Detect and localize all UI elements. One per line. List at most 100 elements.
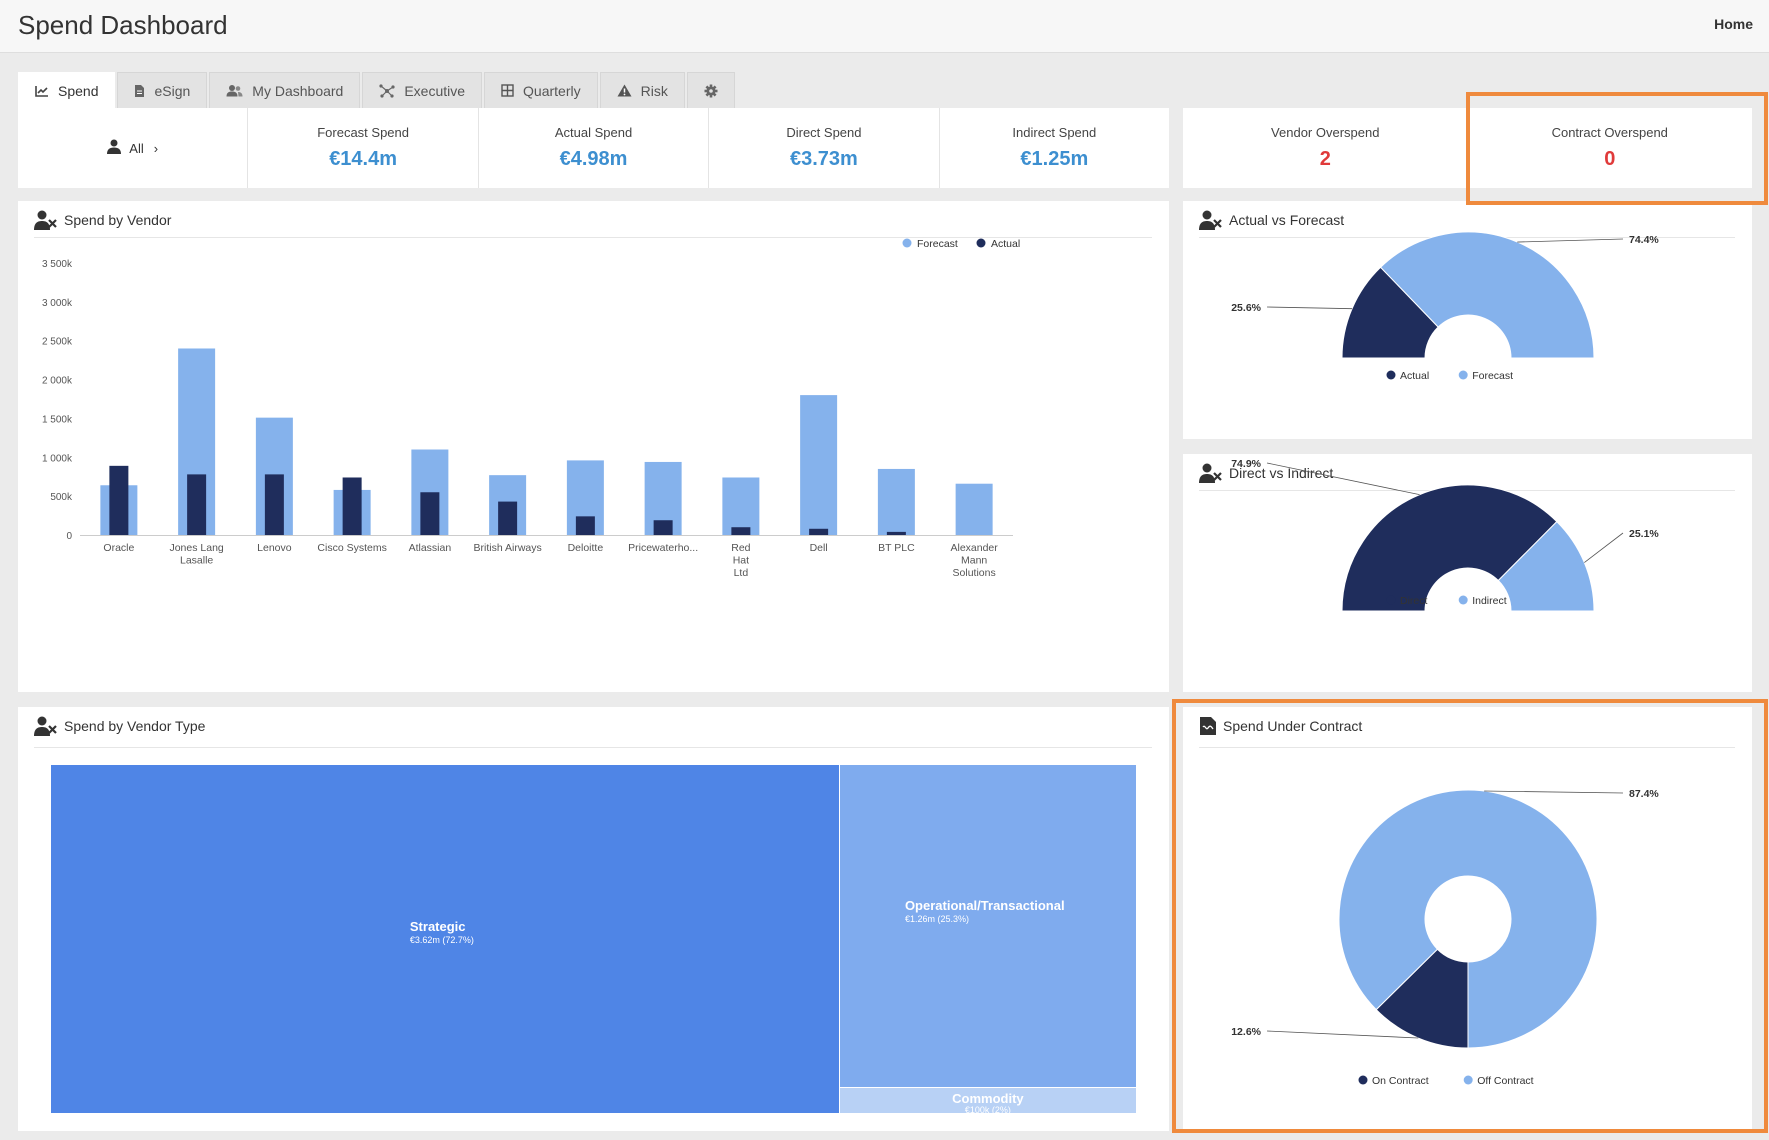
vendor-icon — [34, 210, 58, 230]
panel-title: Spend by Vendor Type — [64, 718, 206, 734]
kpi-value: €3.73m — [790, 148, 858, 170]
x-tick-label: Alexander Mann Solutions — [950, 542, 998, 579]
treemap-cell-operational[interactable]: Operational/Transactional €1.26m (25.3%) — [839, 765, 1136, 1087]
bar-actual-dell[interactable] — [809, 528, 829, 535]
bar-actual-red-hat-ltd[interactable] — [731, 527, 751, 535]
legend-dot-actual — [976, 238, 986, 248]
bar-actual-british-airways[interactable] — [498, 501, 518, 535]
dashboard-tabs: Spend eSign My Dashboard Executive Quart… — [18, 72, 737, 108]
tab-my-dashboard[interactable]: My Dashboard — [209, 72, 361, 108]
spend-by-vendor-panel: Spend by Vendor 0 500k 1 000k 1 500k 2 000k 2… — [18, 201, 1169, 692]
slice-label-direct: 74.9% — [1231, 458, 1261, 470]
panel-header: Actual vs Forecast — [1199, 210, 1344, 230]
bar-actual-bt-plc[interactable] — [886, 531, 906, 535]
legend-dot-indirect — [1458, 595, 1468, 605]
tab-spend[interactable]: Spend — [18, 72, 116, 108]
tab-label: eSign — [154, 82, 191, 99]
x-tick-label: Pricewaterho... — [628, 542, 698, 554]
slice-off-contract[interactable] — [1338, 789, 1598, 1049]
divider — [34, 237, 1152, 238]
y-tick-label: 0 — [66, 531, 72, 542]
panel-header: Spend by Vendor — [34, 210, 171, 230]
bar-actual-pricewaterho[interactable] — [653, 520, 673, 535]
tab-executive[interactable]: Executive — [362, 72, 483, 108]
legend-dot-forecast — [1458, 370, 1468, 380]
slice-label-forecast: 74.4% — [1629, 234, 1659, 246]
bar-actual-lenovo[interactable] — [264, 474, 284, 535]
legend-label-actual[interactable]: Actual — [991, 238, 1020, 250]
kpi-label: Direct Spend — [786, 125, 862, 140]
legend-label-indirect[interactable]: Indirect — [1472, 595, 1507, 607]
bar-actual-atlassian[interactable] — [420, 492, 440, 535]
legend-dot-forecast — [902, 238, 912, 248]
legend-label-forecast[interactable]: Forecast — [917, 238, 958, 250]
panel-title: Spend Under Contract — [1223, 718, 1363, 734]
bar-actual-oracle[interactable] — [109, 465, 129, 535]
y-tick-label: 1 500k — [42, 414, 73, 425]
divider — [34, 747, 1152, 748]
tab-label: Executive — [404, 82, 466, 99]
treemap-cell-commodity[interactable]: Commodity €100k (2%) — [839, 1087, 1136, 1113]
slice-forecast[interactable] — [1379, 231, 1595, 359]
x-tick-label: Jones Lang Lasalle — [169, 542, 223, 567]
gear-icon — [704, 84, 718, 98]
legend-dot-off-contract — [1463, 1075, 1473, 1085]
bar-forecast-red-hat-ltd[interactable] — [722, 477, 760, 535]
document-icon — [134, 84, 145, 98]
x-tick-label: Red Hat Ltd — [731, 542, 750, 579]
slice-indirect[interactable] — [1497, 520, 1595, 612]
page-title: Spend Dashboard — [18, 10, 228, 40]
kpi-summary-row: All › Forecast Spend €14.4m Actual Spend… — [18, 108, 1169, 188]
filter-label: All — [129, 140, 144, 156]
legend-label-forecast[interactable]: Forecast — [1472, 370, 1513, 382]
spend-by-vendor-type-panel: Spend by Vendor Type Strategic €3.62m (7… — [18, 707, 1169, 1131]
slice-direct[interactable] — [1341, 484, 1558, 612]
tab-settings[interactable] — [686, 72, 735, 108]
legend-dot-on-contract — [1358, 1075, 1368, 1085]
x-tick-label: Lenovo — [257, 542, 292, 554]
vendor-filter-all[interactable]: All › — [107, 139, 158, 157]
kpi-actual-spend: Actual Spend €4.98m — [479, 108, 710, 188]
filter-cell: All › — [18, 108, 249, 188]
bar-forecast-dell[interactable] — [800, 395, 838, 535]
kpi-direct-spend: Direct Spend €3.73m — [709, 108, 940, 188]
slice-label-leader — [1266, 1030, 1419, 1039]
chevron-right-icon: › — [153, 140, 159, 156]
bar-forecast-alexander-mann-solutions[interactable] — [955, 483, 993, 535]
legend-label-off-contract[interactable]: Off Contract — [1477, 1075, 1533, 1087]
panel-title: Direct vs Indirect — [1229, 465, 1334, 481]
x-tick-label: Oracle — [103, 542, 134, 554]
warning-icon — [617, 84, 632, 97]
grid-icon — [501, 84, 514, 97]
network-icon — [379, 83, 395, 98]
kpi-value: €4.98m — [559, 148, 628, 170]
legend-label-actual[interactable]: Actual — [1400, 370, 1429, 382]
x-tick-label: British Airways — [473, 542, 541, 554]
legend-label-on-contract[interactable]: On Contract — [1372, 1075, 1429, 1087]
x-tick-label: Cisco Systems — [317, 542, 386, 554]
treemap-cell-strategic[interactable]: Strategic €3.62m (72.7%) — [51, 765, 839, 1113]
x-tick-label: Dell — [810, 542, 828, 554]
kpi-vendor-overspend[interactable]: Vendor Overspend 2 — [1183, 108, 1468, 188]
slice-label-leader — [1484, 790, 1624, 794]
bar-actual-deloitte[interactable] — [575, 516, 595, 535]
bar-actual-cisco-systems[interactable] — [342, 477, 362, 535]
tab-quarterly[interactable]: Quarterly — [484, 72, 598, 108]
slice-label-leader — [1266, 306, 1353, 310]
highlight-box-contract-overspend — [1466, 92, 1768, 205]
slice-label-indirect: 25.1% — [1629, 528, 1659, 540]
kpi-value: €14.4m — [329, 148, 398, 170]
home-link[interactable]: Home — [1714, 16, 1753, 32]
vendor-type-treemap: Strategic €3.62m (72.7%) Operational/Tra… — [51, 765, 1136, 1113]
bar-actual-jones-lang-lasalle[interactable] — [187, 474, 207, 535]
slice-label-on-contract: 12.6% — [1231, 1026, 1261, 1038]
kpi-contract-overspend[interactable]: Contract Overspend 0 — [1468, 108, 1753, 188]
legend-label-direct[interactable]: Direct — [1400, 595, 1428, 607]
kpi-label: Vendor Overspend — [1271, 125, 1380, 140]
bar-forecast-bt-plc[interactable] — [877, 468, 915, 535]
tab-risk[interactable]: Risk — [599, 72, 685, 108]
tab-esign[interactable]: eSign — [117, 72, 208, 108]
line-chart-icon — [35, 85, 49, 97]
y-tick-label: 3 500k — [42, 259, 73, 270]
direct-vs-indirect-panel: Direct vs Indirect 74.9% 25.1% Direct Indir… — [1183, 454, 1752, 692]
